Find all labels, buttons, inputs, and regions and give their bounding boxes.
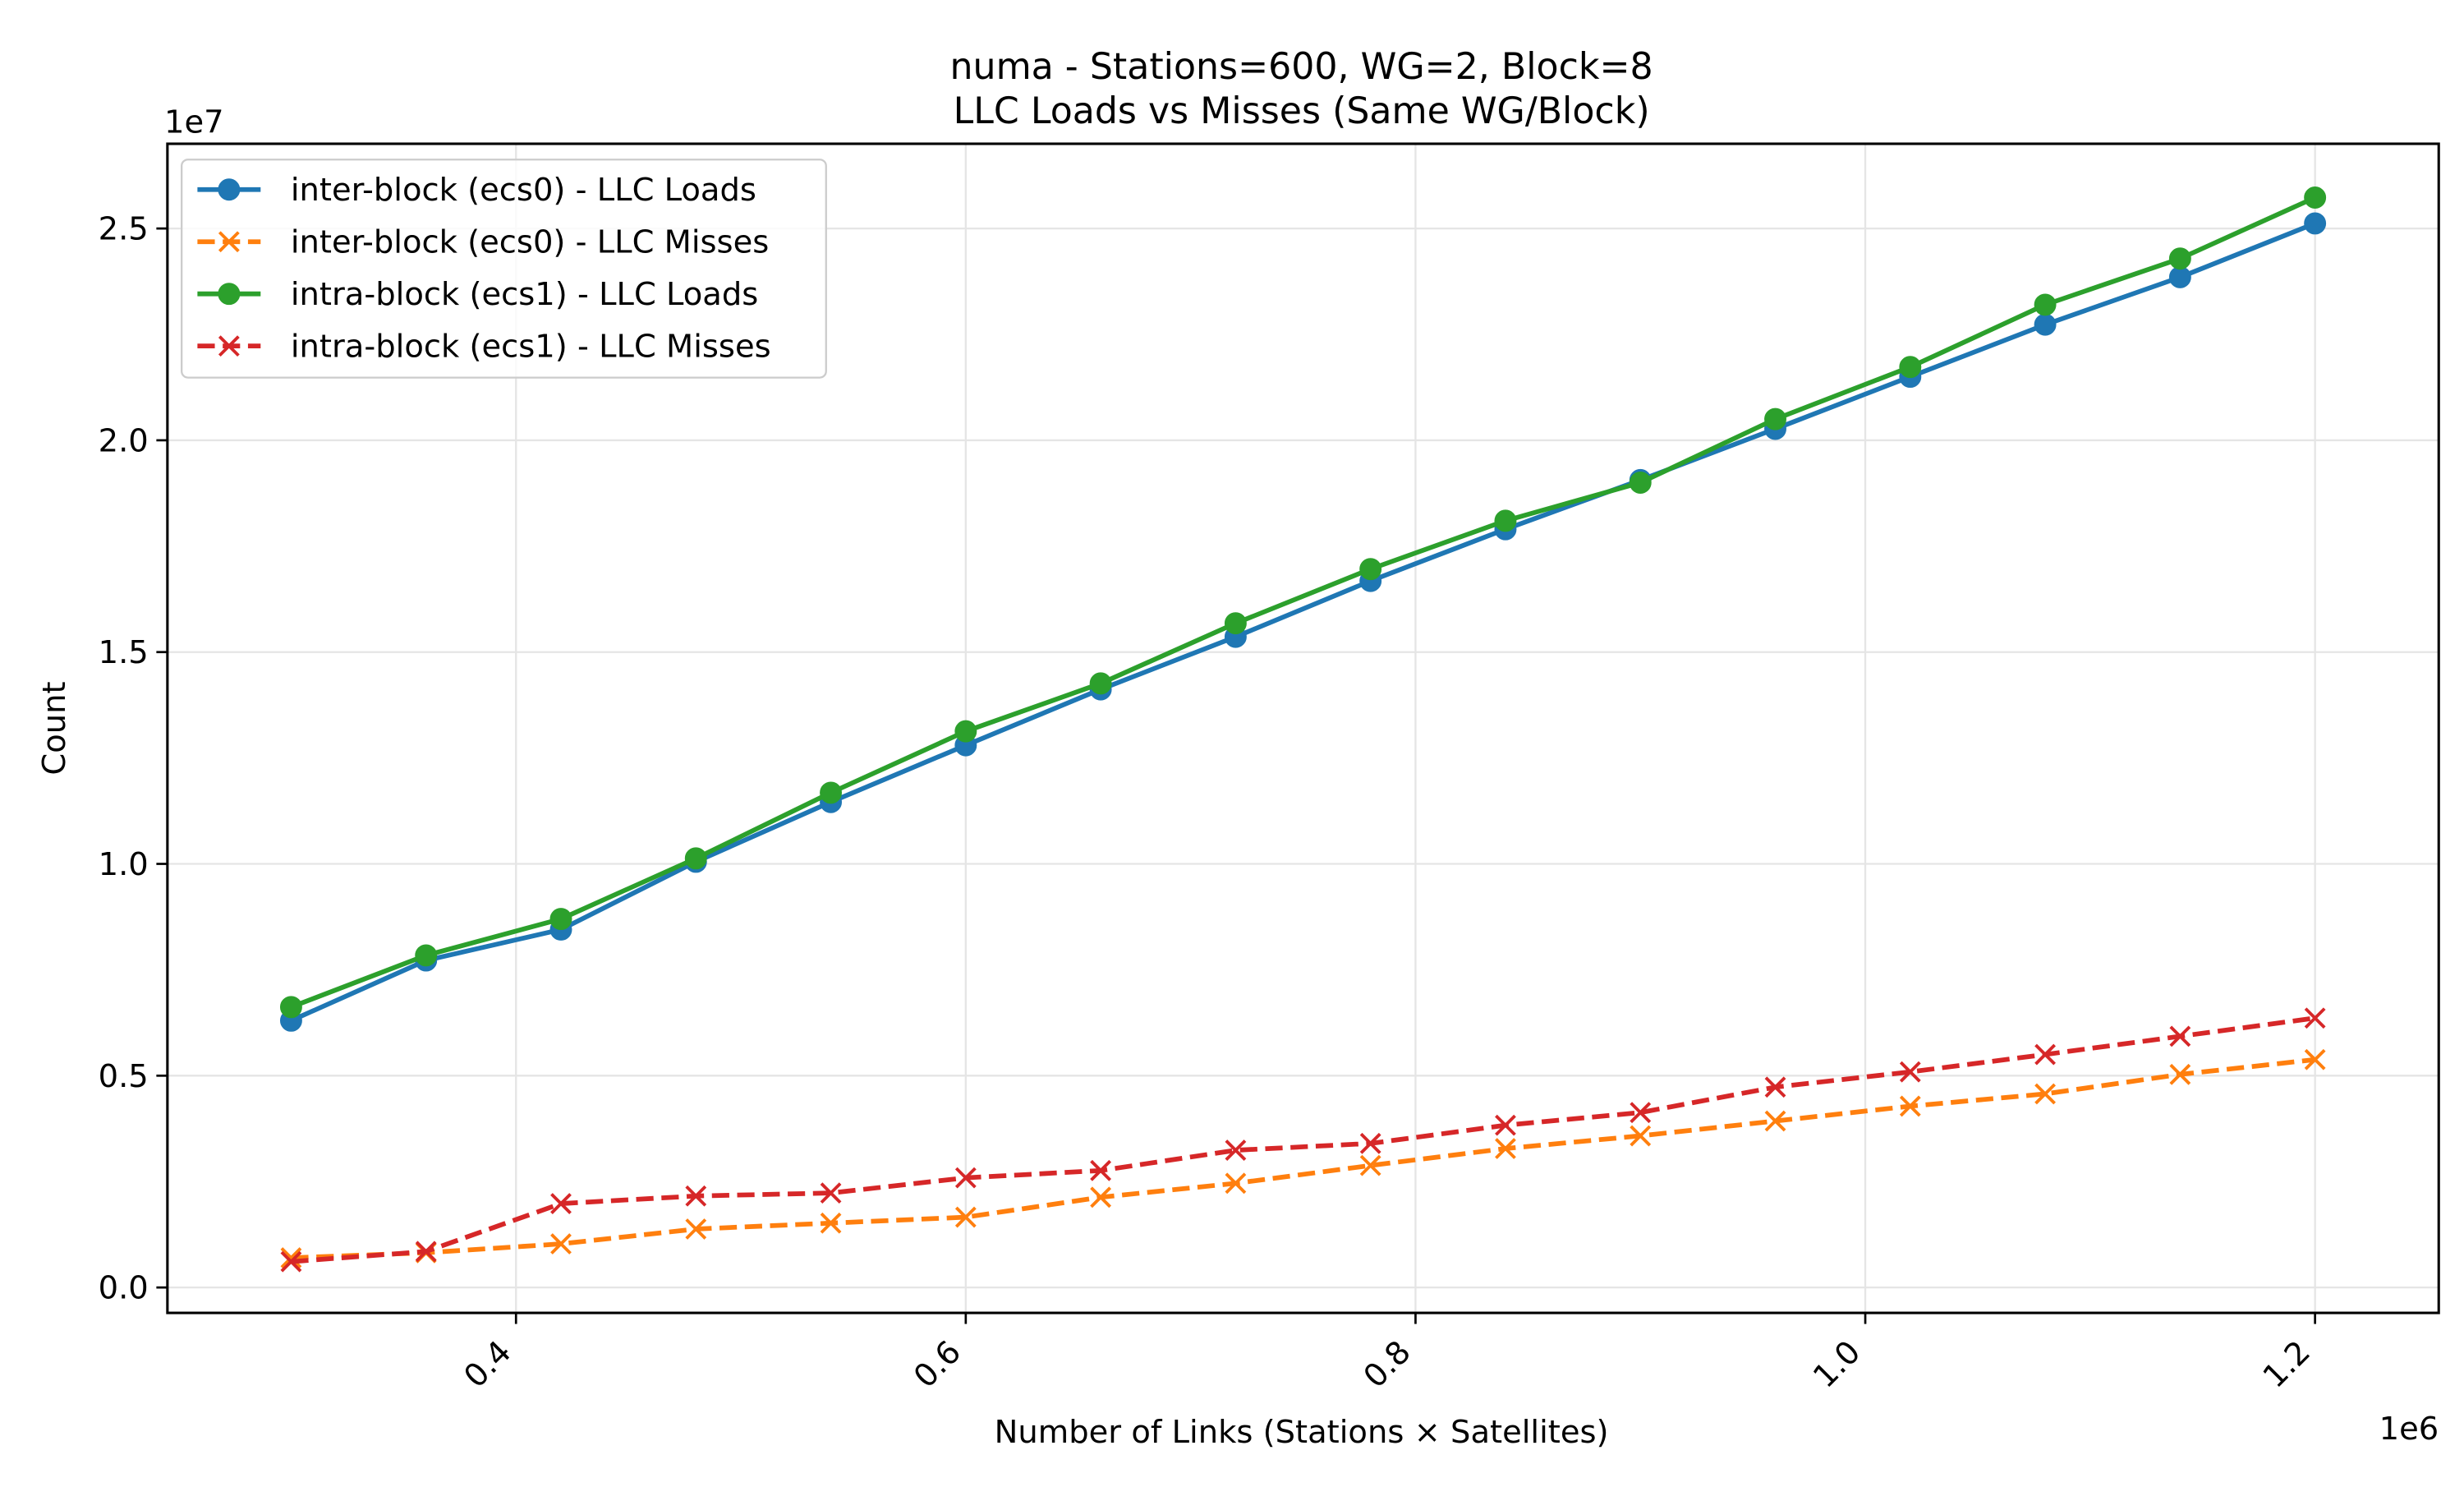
data-point	[2034, 1083, 2056, 1105]
x-axis-label: Number of Links (Stations × Satellites)	[995, 1414, 1609, 1451]
legend-swatch-marker	[218, 335, 240, 357]
series-line	[291, 1057, 2315, 1260]
data-point	[2168, 247, 2191, 270]
data-point	[2304, 186, 2327, 209]
series-layer	[279, 186, 2327, 1273]
data-point	[685, 1185, 707, 1207]
data-point	[1495, 1114, 1516, 1136]
data-point	[1225, 1172, 1247, 1195]
data-point	[1764, 407, 1786, 430]
legend-box	[181, 159, 827, 379]
y-tick-label: 0.5	[99, 1058, 149, 1095]
data-point	[280, 1250, 302, 1273]
legend-item: intra-block (ecs1) - LLC Loads	[197, 276, 758, 313]
data-point	[415, 1241, 437, 1263]
legend-label: intra-block (ecs1) - LLC Misses	[291, 329, 771, 366]
legend-item: inter-block (ecs0) - LLC Misses	[197, 224, 769, 261]
series-3	[280, 1007, 2326, 1273]
data-point	[1764, 1076, 1786, 1098]
y-tick-label: 2.5	[99, 211, 149, 248]
data-point	[1089, 672, 1112, 695]
data-point	[954, 720, 977, 743]
data-point	[2168, 265, 2191, 288]
data-point	[550, 1193, 572, 1214]
series-line	[290, 221, 2316, 1023]
chart-title: numa - Stations=600, WG=2, Block=8	[950, 46, 1653, 88]
legend: inter-block (ecs0) - LLC Loads inter-bloc…	[181, 159, 827, 379]
data-point	[1899, 1061, 1921, 1083]
data-point	[820, 1182, 842, 1204]
plot-frame	[166, 142, 2440, 1314]
series-2	[279, 186, 2327, 1019]
legend-swatch-marker	[218, 283, 241, 306]
data-point	[2169, 1025, 2191, 1047]
data-point	[550, 1233, 572, 1255]
legend-label: intra-block (ecs1) - LLC Loads	[291, 276, 758, 313]
data-point	[1494, 509, 1517, 532]
data-point	[684, 847, 707, 870]
data-point	[685, 1218, 707, 1240]
y-offset-label: 1e7	[164, 104, 224, 141]
chart-subtitle: LLC Loads vs Misses (Same WG/Block)	[954, 90, 1650, 132]
legend-item: inter-block (ecs0) - LLC Loads	[197, 172, 756, 209]
y-tick-label: 0.0	[99, 1270, 149, 1307]
data-point	[1630, 1102, 1652, 1124]
series-line	[291, 1015, 2316, 1264]
y-tick-label: 1.5	[99, 634, 149, 671]
data-point	[280, 1247, 302, 1268]
series-1	[280, 1048, 2326, 1268]
data-point	[2304, 1048, 2326, 1070]
legend-label: inter-block (ecs0) - LLC Loads	[291, 172, 756, 209]
data-point	[1899, 1095, 1921, 1117]
data-point	[1225, 1139, 1247, 1161]
data-point	[1359, 1154, 1381, 1176]
legend-label: inter-block (ecs0) - LLC Misses	[291, 224, 769, 261]
data-point	[2034, 1043, 2056, 1066]
data-point	[1899, 356, 1922, 379]
data-point	[820, 781, 843, 804]
data-point	[1359, 558, 1382, 581]
data-point	[1495, 1138, 1516, 1159]
data-point	[1629, 472, 1652, 494]
data-point	[1764, 1110, 1786, 1132]
x-offset-label: 1e6	[2379, 1411, 2439, 1448]
data-point	[415, 944, 438, 967]
data-point	[2304, 212, 2327, 235]
data-point	[1359, 1132, 1381, 1154]
legend-swatch-marker	[218, 231, 240, 253]
y-axis: 0.0 0.5 1.0 1.5 2.0 2.5	[99, 211, 168, 1307]
data-point	[820, 1212, 842, 1234]
data-point	[549, 908, 572, 931]
legend-item: intra-block (ecs1) - LLC Misses	[197, 329, 771, 366]
grid	[167, 144, 2439, 1314]
data-point	[279, 996, 302, 1019]
series-line	[290, 195, 2316, 1010]
data-point	[1224, 612, 1247, 635]
data-point	[1090, 1186, 1112, 1208]
data-point	[954, 1167, 977, 1189]
data-point	[2034, 293, 2057, 316]
data-point	[954, 1206, 977, 1228]
data-point	[2034, 313, 2057, 336]
legend-swatch-marker	[218, 178, 241, 201]
data-point	[1090, 1159, 1112, 1181]
data-point	[1630, 1125, 1652, 1147]
y-axis-label: Count	[36, 681, 73, 775]
data-point	[2169, 1063, 2191, 1085]
y-tick-label: 1.0	[99, 846, 149, 883]
data-point	[2304, 1007, 2326, 1029]
y-tick-label: 2.0	[99, 422, 149, 459]
